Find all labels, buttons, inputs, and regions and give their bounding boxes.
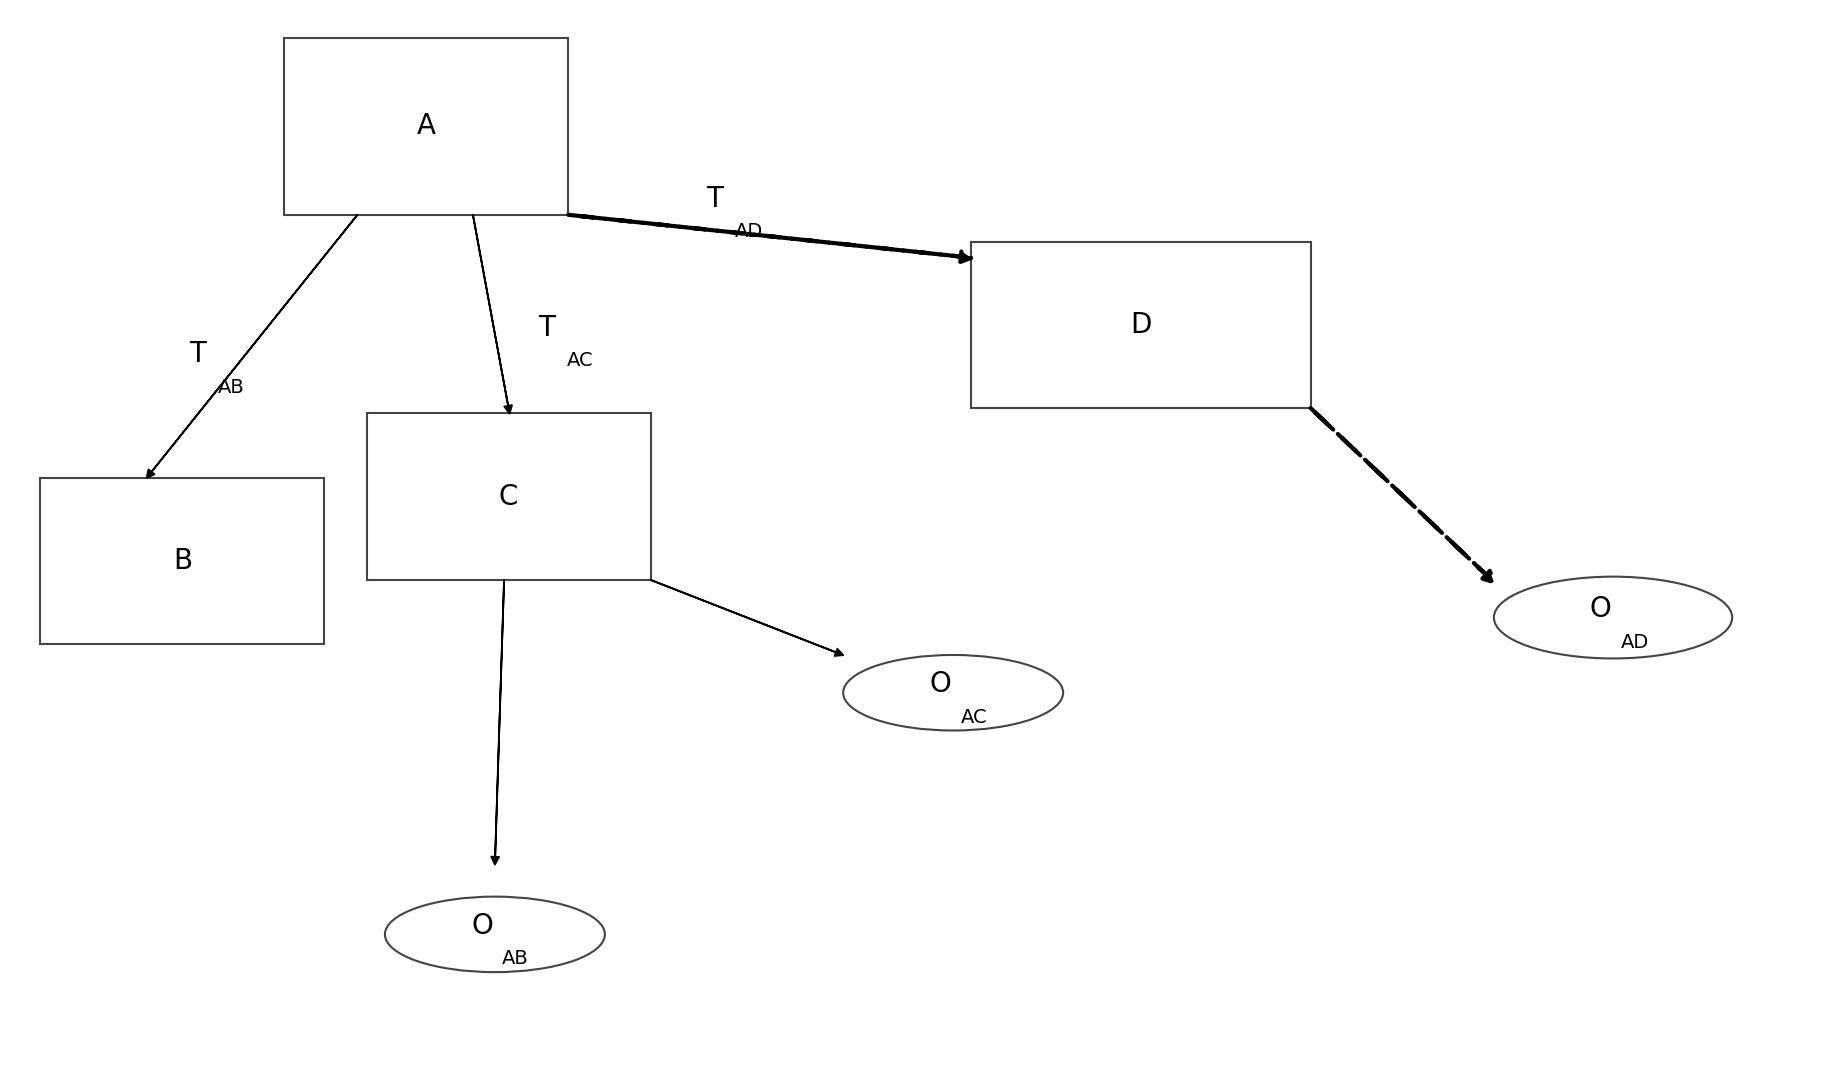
- FancyArrowPatch shape: [568, 215, 971, 262]
- Text: AC: AC: [566, 351, 594, 371]
- Ellipse shape: [843, 655, 1063, 730]
- Bar: [40, 478, 324, 644]
- Bar: [971, 242, 1310, 408]
- Text: AD: AD: [735, 222, 762, 242]
- Text: T: T: [705, 185, 724, 213]
- Text: B: B: [172, 547, 192, 576]
- Text: T: T: [189, 340, 207, 368]
- Ellipse shape: [1493, 577, 1731, 658]
- Text: A: A: [416, 112, 436, 141]
- FancyArrowPatch shape: [491, 580, 504, 865]
- Text: O: O: [929, 670, 951, 698]
- FancyArrowPatch shape: [473, 215, 511, 413]
- FancyArrowPatch shape: [650, 580, 843, 656]
- Text: C: C: [498, 482, 518, 511]
- Text: O: O: [471, 912, 493, 940]
- FancyArrowPatch shape: [147, 215, 357, 478]
- Text: AD: AD: [1619, 633, 1647, 652]
- Ellipse shape: [385, 897, 605, 972]
- FancyArrowPatch shape: [1310, 408, 1493, 582]
- Text: AB: AB: [502, 949, 529, 969]
- Text: T: T: [537, 314, 555, 342]
- Text: O: O: [1588, 595, 1610, 623]
- Text: D: D: [1130, 310, 1150, 339]
- Bar: [284, 38, 568, 215]
- Text: AC: AC: [960, 708, 987, 727]
- Bar: [366, 413, 650, 580]
- Text: AB: AB: [218, 378, 245, 397]
